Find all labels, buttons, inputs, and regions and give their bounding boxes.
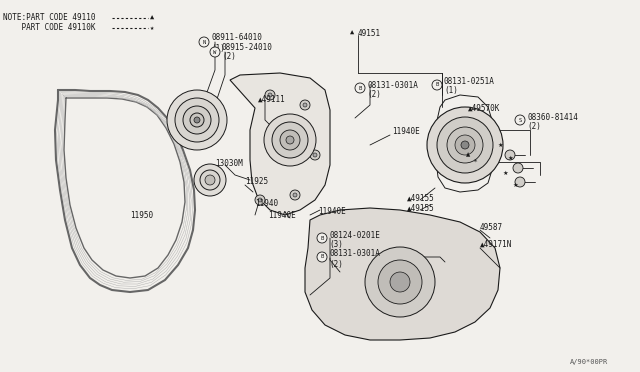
Text: 08131-0251A: 08131-0251A: [444, 77, 495, 87]
Circle shape: [505, 150, 515, 160]
Text: 08360-81414: 08360-81414: [527, 112, 578, 122]
Text: *: *: [474, 159, 477, 165]
Circle shape: [293, 193, 297, 197]
Circle shape: [432, 80, 442, 90]
Polygon shape: [305, 208, 500, 340]
Circle shape: [427, 107, 503, 183]
Text: ★: ★: [512, 183, 518, 187]
Text: (2): (2): [329, 260, 343, 269]
Circle shape: [255, 195, 265, 205]
Circle shape: [194, 117, 200, 123]
Text: ★: ★: [497, 142, 503, 148]
Circle shape: [268, 93, 272, 97]
Text: ▲49155: ▲49155: [407, 193, 435, 202]
Text: W: W: [213, 49, 216, 55]
Text: 08131-0301A: 08131-0301A: [329, 250, 380, 259]
Circle shape: [355, 83, 365, 93]
Text: 08124-0201E: 08124-0201E: [329, 231, 380, 240]
Text: ▲49171N: ▲49171N: [480, 240, 513, 248]
Text: ▲: ▲: [350, 30, 355, 36]
Text: (1): (1): [211, 44, 225, 52]
Text: B: B: [321, 254, 324, 260]
Circle shape: [313, 153, 317, 157]
Circle shape: [455, 135, 475, 155]
Circle shape: [378, 260, 422, 304]
Text: 08915-24010: 08915-24010: [222, 44, 273, 52]
Circle shape: [190, 113, 204, 127]
Text: ▲49570K: ▲49570K: [468, 103, 500, 112]
Circle shape: [447, 127, 483, 163]
Text: S: S: [518, 118, 522, 122]
Text: 13030M: 13030M: [215, 160, 243, 169]
Circle shape: [272, 122, 308, 158]
Text: B: B: [321, 235, 324, 241]
Text: 11925: 11925: [245, 177, 268, 186]
Circle shape: [290, 190, 300, 200]
Text: (3): (3): [329, 241, 343, 250]
Polygon shape: [230, 73, 330, 215]
Text: 49151: 49151: [358, 29, 381, 38]
Text: 11950: 11950: [130, 211, 153, 219]
Circle shape: [310, 150, 320, 160]
Circle shape: [515, 177, 525, 187]
Text: ★: ★: [507, 155, 513, 160]
Text: (2): (2): [527, 122, 541, 131]
Circle shape: [194, 164, 226, 196]
Text: 11940E: 11940E: [392, 128, 420, 137]
Circle shape: [317, 233, 327, 243]
Circle shape: [205, 175, 215, 185]
Circle shape: [303, 103, 307, 107]
Text: (2): (2): [367, 90, 381, 99]
Circle shape: [264, 114, 316, 166]
Text: ▲: ▲: [150, 15, 154, 21]
Text: ★: ★: [150, 25, 154, 31]
Circle shape: [390, 272, 410, 292]
Circle shape: [286, 136, 294, 144]
Circle shape: [175, 98, 219, 142]
Circle shape: [258, 198, 262, 202]
Circle shape: [265, 90, 275, 100]
Text: B: B: [358, 86, 362, 90]
Circle shape: [200, 170, 220, 190]
Text: 49587: 49587: [480, 224, 503, 232]
Circle shape: [513, 163, 523, 173]
Text: ★: ★: [502, 170, 508, 176]
Text: NOTE:PART CODE 49110: NOTE:PART CODE 49110: [3, 13, 95, 22]
Circle shape: [167, 90, 227, 150]
Text: B: B: [435, 83, 438, 87]
Text: N: N: [202, 39, 205, 45]
Circle shape: [183, 106, 211, 134]
Text: 08131-0301A: 08131-0301A: [367, 80, 418, 90]
Text: 08911-64010: 08911-64010: [211, 33, 262, 42]
Text: 11940E: 11940E: [268, 211, 296, 219]
Text: A/90*00PR: A/90*00PR: [570, 359, 608, 365]
Text: (2): (2): [222, 52, 236, 61]
Circle shape: [515, 115, 525, 125]
Text: 11940: 11940: [255, 199, 278, 208]
Circle shape: [365, 247, 435, 317]
Circle shape: [210, 47, 220, 57]
Circle shape: [199, 37, 209, 47]
Circle shape: [300, 100, 310, 110]
Text: ▲49155: ▲49155: [407, 203, 435, 212]
Text: ▲49111: ▲49111: [258, 94, 285, 103]
Circle shape: [317, 252, 327, 262]
Text: (1): (1): [444, 87, 458, 96]
Circle shape: [461, 141, 469, 149]
Text: ▲: ▲: [466, 153, 470, 157]
Circle shape: [437, 117, 493, 173]
Text: 11940E: 11940E: [318, 208, 346, 217]
Text: PART CODE 49110K: PART CODE 49110K: [3, 23, 95, 32]
Circle shape: [280, 130, 300, 150]
